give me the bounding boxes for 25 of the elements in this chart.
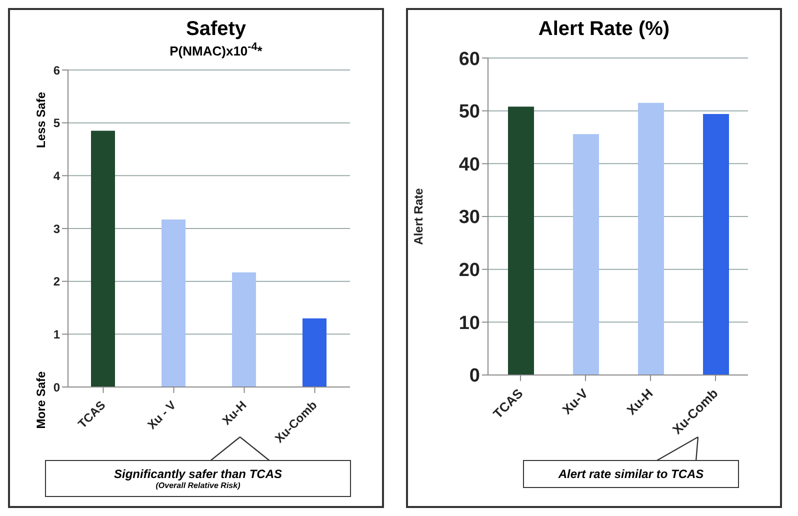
y-tick-label: 2 — [53, 274, 60, 289]
y-tick-label: 3 — [53, 222, 60, 236]
chart-subtitle: P(NMAC)x10$^{-4}$* — [168, 41, 264, 59]
bar — [162, 220, 186, 387]
y-tick-label: 10 — [458, 312, 480, 334]
y-tick-label: 50 — [458, 102, 480, 123]
y-tick-label: 5 — [53, 116, 60, 130]
y-tick-label: 0 — [469, 366, 480, 387]
chart-title: Safety — [184, 18, 248, 41]
y-tick-label: 40 — [458, 154, 480, 176]
bar — [232, 272, 256, 387]
y-axis-title: Alert Rate — [411, 188, 426, 245]
y-tick-label: 30 — [458, 207, 480, 228]
text: Less Safe — [34, 90, 49, 150]
text: More Safe — [34, 370, 49, 430]
y-tick-label: 4 — [53, 168, 60, 183]
y-tick-label: 20 — [458, 260, 480, 282]
chart-title: Alert Rate (%) — [537, 18, 671, 41]
x-tick-label: Xu - V — [144, 398, 179, 432]
bar — [302, 318, 326, 387]
y-tick-label: 0 — [53, 380, 60, 394]
y-tick-label: 1 — [53, 327, 60, 342]
y-tick-label: 6 — [53, 63, 60, 78]
bar — [91, 130, 115, 387]
y-tick-label: 60 — [458, 48, 480, 70]
